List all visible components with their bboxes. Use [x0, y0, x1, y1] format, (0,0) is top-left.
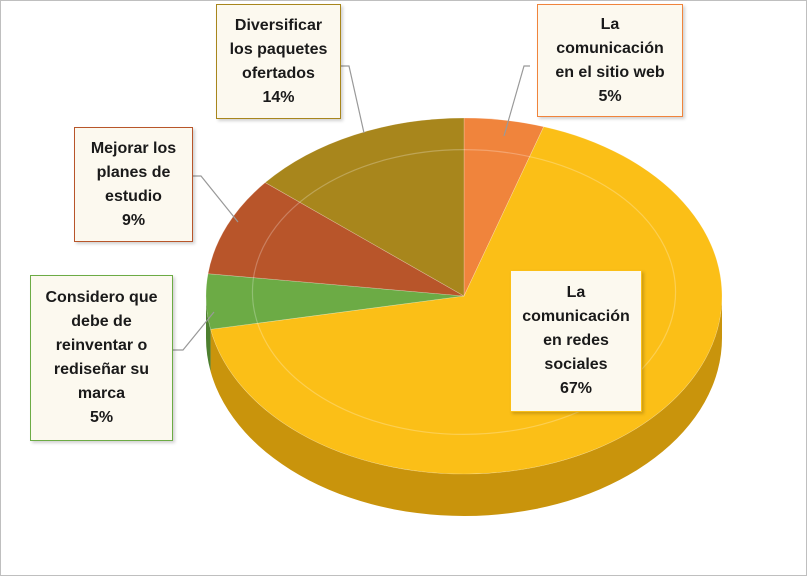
data-label-line: marca	[77, 385, 126, 402]
data-label-line: en redes	[543, 332, 609, 349]
data-label-line: La	[566, 284, 586, 301]
data-label-1: La comunicación en redes sociales 67%	[510, 270, 642, 412]
data-label-value: 5%	[598, 87, 622, 105]
data-label-2: Considero que debe de reinventar o rediseña…	[30, 275, 173, 441]
data-label-3: Mejorar los planes de estudio 9%	[74, 127, 193, 242]
slice-4	[264, 117, 465, 297]
leader-line-4	[341, 65, 365, 134]
slice-side-1	[210, 296, 722, 516]
data-label-line: reinventar o	[55, 337, 148, 354]
data-label-4: Diversificar los paquetes ofertados 14%	[216, 4, 341, 119]
data-label-value: 67%	[559, 380, 593, 397]
data-label-line: planes de	[96, 163, 171, 181]
leader-line-0	[503, 65, 530, 137]
data-label-line: rediseñar su	[53, 361, 150, 378]
data-label-value: 14%	[262, 88, 295, 106]
slice-side-2	[206, 296, 211, 372]
pie-highlight	[251, 149, 677, 435]
data-label-value: 5%	[89, 409, 114, 426]
data-label-line: comunicación	[556, 39, 664, 57]
data-label-line: Diversificar	[234, 16, 323, 34]
slice-2	[205, 273, 465, 330]
data-label-line: Considero que	[45, 289, 158, 306]
data-label-line: en el sitio web	[555, 63, 665, 81]
leader-line-3	[193, 175, 239, 223]
data-label-line: debe de	[71, 313, 132, 330]
data-label-line: comunicación	[522, 308, 630, 325]
data-label-value: 9%	[121, 211, 146, 229]
data-label-line: La	[600, 15, 620, 33]
slice-3	[207, 182, 465, 297]
data-label-line: Mejorar los	[90, 139, 177, 157]
data-label-line: los paquetes	[229, 40, 328, 58]
leader-line-2	[173, 311, 215, 351]
data-label-line: ofertados	[242, 64, 315, 82]
data-label-line: sociales	[544, 356, 608, 373]
data-label-line: estudio	[105, 187, 162, 205]
data-label-0: La comunicación en el sitio web 5%	[537, 4, 683, 117]
slice-0	[463, 117, 545, 297]
